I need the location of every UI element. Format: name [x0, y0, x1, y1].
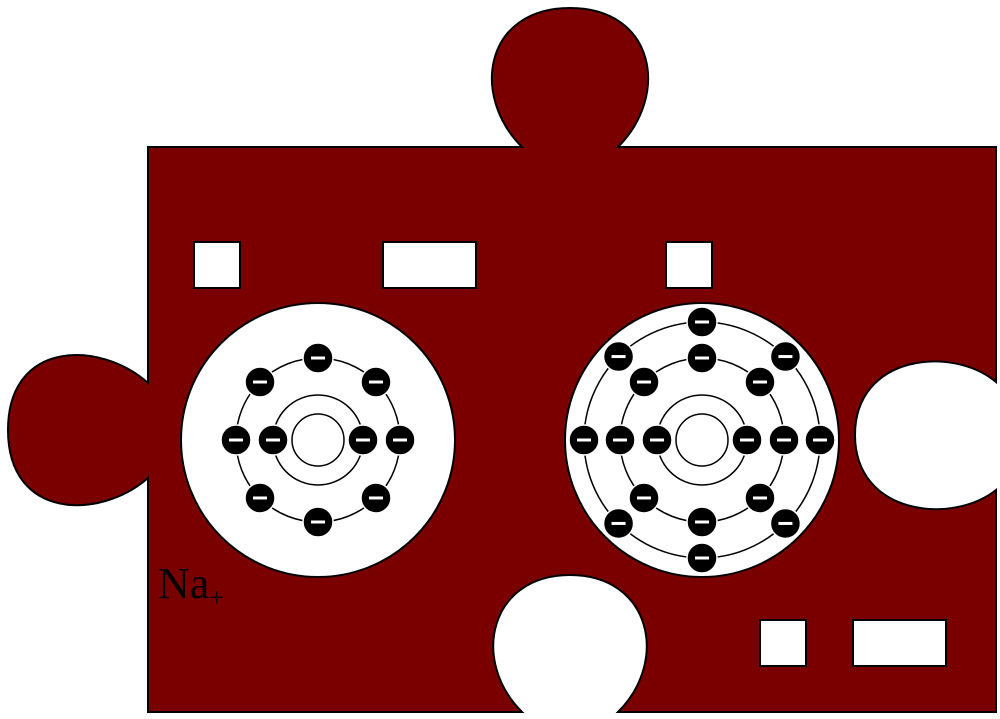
electron — [628, 482, 660, 514]
electron — [360, 366, 392, 398]
electron — [302, 506, 334, 538]
empty-label-box — [382, 241, 477, 289]
electron — [220, 424, 252, 456]
electron — [244, 482, 276, 514]
empty-label-box — [193, 241, 241, 289]
electron — [568, 424, 600, 456]
electron — [302, 342, 334, 374]
empty-label-box — [665, 241, 713, 289]
empty-label-box — [759, 619, 807, 667]
electron — [769, 340, 802, 373]
electron — [257, 424, 289, 456]
sodium-ion-atom-model — [180, 302, 456, 578]
electron — [686, 306, 718, 338]
neighbor-atom-model — [564, 302, 840, 578]
electron — [384, 424, 416, 456]
electron — [686, 342, 718, 374]
puzzle-piece — [6, 6, 997, 713]
electron — [686, 542, 718, 574]
ion-label: Na+ — [158, 559, 224, 612]
electron — [347, 424, 379, 456]
electron — [769, 507, 802, 540]
electron — [744, 366, 776, 398]
electron — [602, 507, 635, 540]
nucleus — [675, 413, 729, 467]
electron — [768, 424, 800, 456]
electron — [244, 366, 276, 398]
ion-symbol: Na — [158, 559, 209, 608]
electron — [804, 424, 836, 456]
electron — [641, 424, 673, 456]
electron — [360, 482, 392, 514]
electron — [602, 340, 635, 373]
electron — [628, 366, 660, 398]
electron — [731, 424, 763, 456]
empty-label-box — [852, 619, 947, 667]
electron — [604, 424, 636, 456]
ion-charge: + — [209, 583, 224, 612]
electron — [744, 482, 776, 514]
electron — [686, 506, 718, 538]
nucleus — [291, 413, 345, 467]
